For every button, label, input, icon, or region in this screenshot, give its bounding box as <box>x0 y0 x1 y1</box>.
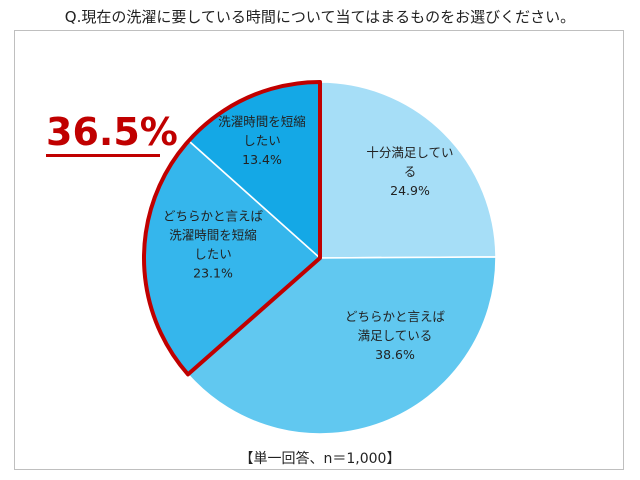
slice-label-2: どちらかと言えば満足している 38.6% <box>345 309 446 362</box>
slice-value-label: 24.9% <box>390 183 430 198</box>
slice-category-label: したい <box>194 247 232 262</box>
highlight-underline <box>46 154 160 157</box>
slice-category-label: どちらかと言えば <box>345 309 446 324</box>
sample-note: 【単一回答、n＝1,000】 <box>239 451 401 467</box>
slice-category-label: る <box>404 164 417 179</box>
highlight-outline <box>142 80 322 377</box>
slice-label-4: 洗濯時間を短縮したい 13.4% <box>218 114 306 167</box>
pie-slice-2 <box>186 256 497 435</box>
slice-category-label: したい <box>243 133 281 148</box>
slice-label-1: 十分満足している 24.9% <box>366 145 453 198</box>
question-title: Q.現在の洗濯に要している時間について当てはまるものをお選びください。 <box>64 8 576 26</box>
slice-value-label: 23.1% <box>193 266 233 281</box>
slice-value-label: 38.6% <box>375 347 415 362</box>
slice-value-label: 13.4% <box>242 152 282 167</box>
slice-category-label: 洗濯時間を短縮 <box>218 114 306 129</box>
highlight-percentage: 36.5% <box>46 110 178 154</box>
slice-label-3: どちらかと言えば洗濯時間を短縮したい 23.1% <box>163 209 264 281</box>
chart-frame <box>14 30 624 470</box>
slice-category-label: どちらかと言えば <box>163 209 264 224</box>
slice-category-label: 満足している <box>358 328 433 343</box>
pie-slice-1 <box>319 81 497 259</box>
slice-category-label: 十分満足してい <box>366 145 453 160</box>
slice-category-label: 洗濯時間を短縮 <box>169 228 257 243</box>
